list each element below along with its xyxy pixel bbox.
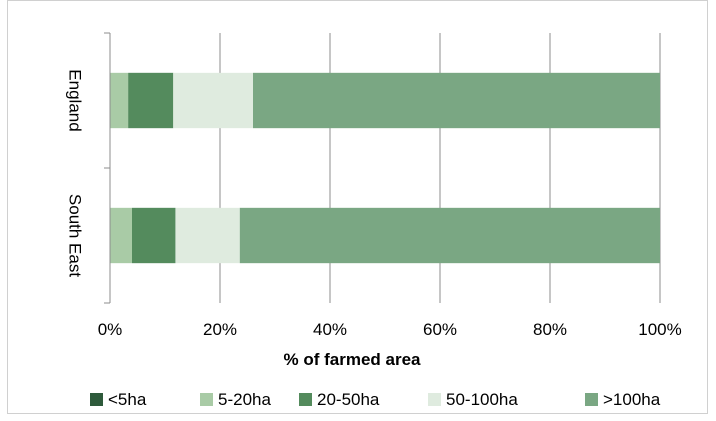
legend-swatch (585, 393, 598, 406)
legend: <5ha 5-20ha 20-50ha 50-100ha >100ha (90, 390, 661, 409)
legend-label: 50-100ha (446, 390, 518, 409)
x-tick-label: 40% (313, 320, 347, 339)
axis-layer (104, 32, 111, 304)
category-label: South East (66, 194, 85, 277)
x-axis-title: % of farmed area (284, 350, 422, 369)
bar-segment (110, 207, 132, 264)
legend-swatch (299, 393, 312, 406)
bar-segment (128, 72, 174, 129)
legend-swatch (200, 393, 213, 406)
bar-segment (110, 72, 129, 129)
legend-label: 5-20ha (218, 390, 271, 409)
bars-layer (110, 72, 661, 264)
chart-frame: 0% 20% 40% 60% 80% 100% England South East % of… (7, 0, 708, 414)
x-tick-label: 80% (533, 320, 567, 339)
legend-label: <5ha (108, 390, 147, 409)
x-tick-label: 60% (423, 320, 457, 339)
legend-swatch (428, 393, 441, 406)
labels-layer: 0% 20% 40% 60% 80% 100% England South East (66, 69, 682, 339)
legend-label: 20-50ha (317, 390, 380, 409)
bar-segment (175, 207, 240, 264)
bar-segment (253, 72, 660, 129)
chart-svg: 0% 20% 40% 60% 80% 100% England South East % of… (66, 32, 682, 409)
x-tick-label: 100% (638, 320, 681, 339)
category-label: England (66, 69, 85, 131)
bar-segment (173, 72, 253, 129)
bar-segment (239, 207, 661, 264)
bar-segment (132, 207, 176, 264)
x-tick-label: 20% (203, 320, 237, 339)
x-tick-label: 0% (98, 320, 123, 339)
legend-label: >100ha (603, 390, 661, 409)
legend-swatch (90, 393, 103, 406)
